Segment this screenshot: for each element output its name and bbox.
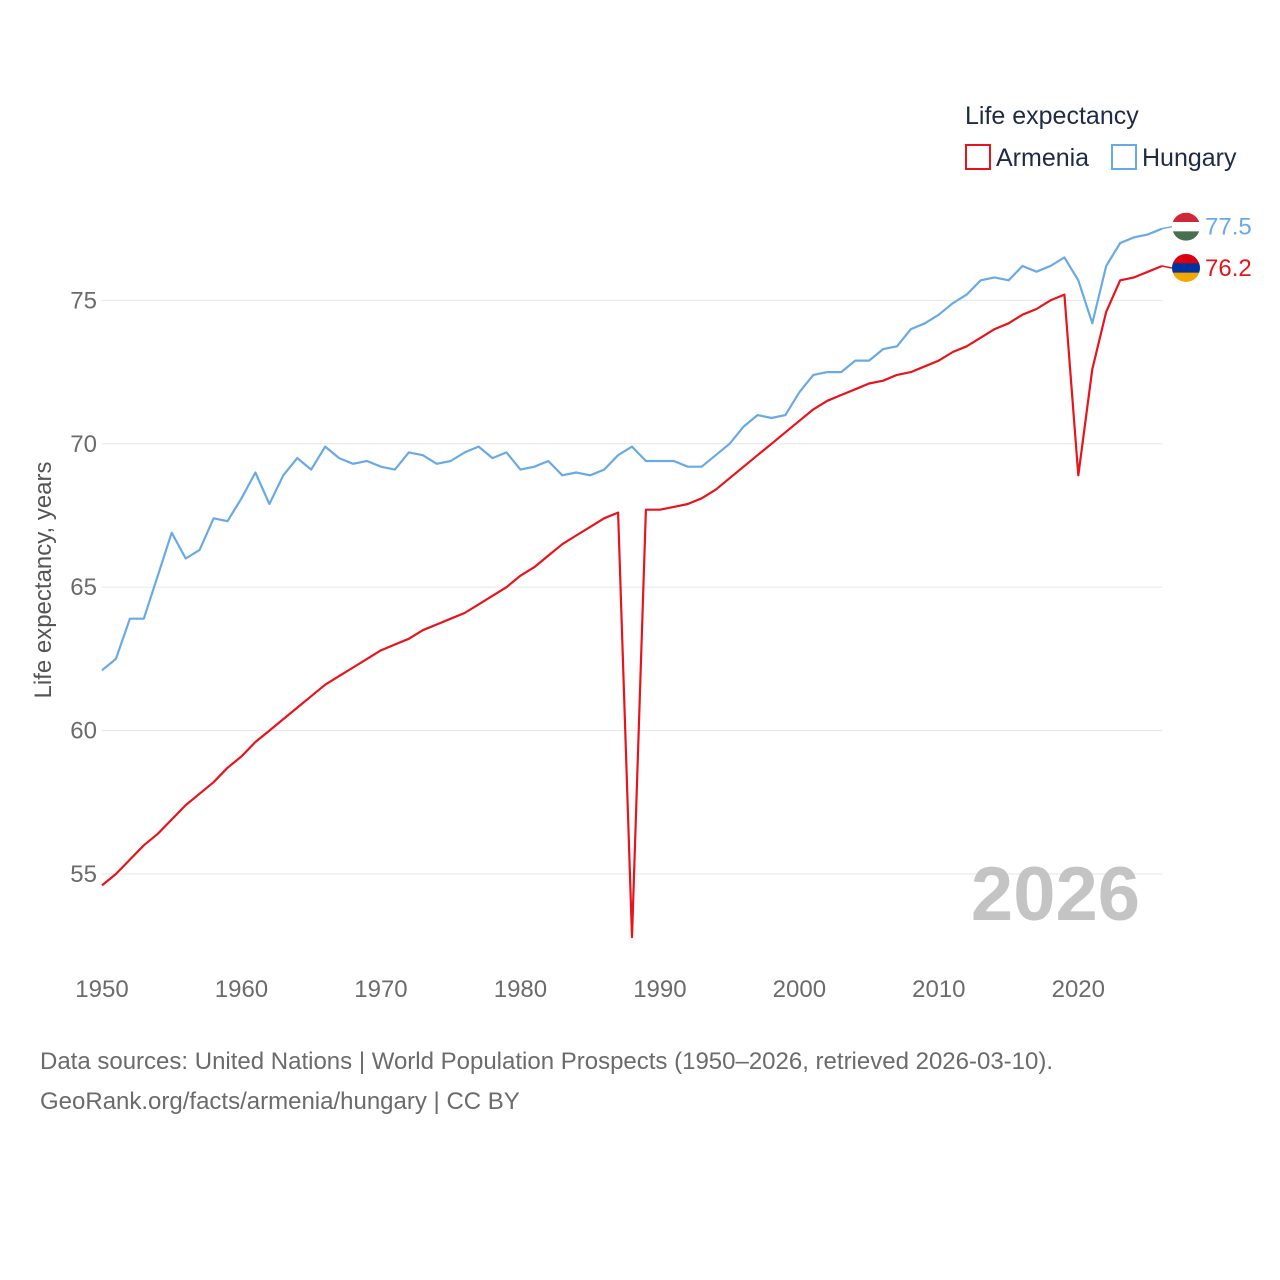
y-tick-65: 65 (70, 574, 97, 601)
armenia-flag-icon (1172, 253, 1200, 282)
y-tick-60: 60 (70, 718, 97, 745)
end-connector-hungary (1161, 225, 1173, 230)
series-end-labels: 76.2 77.5 (1161, 212, 1252, 282)
series-line-hungary[interactable] (101, 227, 1163, 672)
x-axis-ticks: 1950 1960 1970 1980 1990 2000 2010 2020 (75, 976, 1105, 1003)
y-axis-label: Life expectancy, years (30, 461, 57, 698)
source-footer: Data sources: United Nations | World Pop… (40, 1042, 1240, 1122)
legend-label-armenia[interactable]: Armenia (996, 144, 1089, 172)
legend-title: Life expectancy (965, 102, 1139, 130)
x-tick-1980: 1980 (494, 976, 547, 1003)
line-chart: 55 60 65 70 75 1950 1960 1970 1980 1990 2000 2010 2… (30, 102, 1252, 1003)
end-value-hungary: 77.5 (1205, 214, 1252, 241)
armenia-flag-band (1172, 272, 1200, 282)
x-tick-2020: 2020 (1052, 976, 1105, 1003)
x-tick-1960: 1960 (215, 976, 268, 1003)
hungary-flag-band (1172, 222, 1200, 232)
hungary-flag-band (1172, 231, 1200, 241)
legend-swatch-armenia[interactable] (965, 144, 991, 170)
x-tick-2010: 2010 (912, 976, 965, 1003)
y-axis-ticks: 55 60 65 70 75 (70, 287, 97, 888)
year-stamp: 2026 (971, 852, 1140, 937)
y-tick-75: 75 (70, 287, 97, 314)
legend-label-hungary[interactable]: Hungary (1142, 144, 1237, 172)
series-line-armenia[interactable] (101, 264, 1163, 939)
source-line: Data sources: United Nations | World Pop… (40, 1048, 1054, 1075)
legend-swatch-hungary[interactable] (1111, 144, 1137, 170)
gridlines (102, 299, 1162, 875)
end-connector-armenia (1161, 265, 1173, 269)
x-tick-2000: 2000 (773, 976, 826, 1003)
hungary-flag-icon (1172, 212, 1200, 241)
y-tick-70: 70 (70, 431, 97, 458)
armenia-flag-band (1172, 253, 1200, 264)
armenia-flag-band (1172, 263, 1200, 274)
hungary-flag-band (1172, 212, 1200, 223)
x-tick-1970: 1970 (354, 976, 407, 1003)
x-tick-1950: 1950 (75, 976, 128, 1003)
x-tick-1990: 1990 (633, 976, 686, 1003)
y-tick-55: 55 (70, 861, 97, 888)
series-lines (101, 227, 1163, 939)
end-value-armenia: 76.2 (1205, 255, 1252, 282)
legend: Life expectancy Armenia Hungary (965, 102, 1237, 172)
license-line[interactable]: GeoRank.org/facts/armenia/hungary | CC B… (40, 1088, 520, 1115)
